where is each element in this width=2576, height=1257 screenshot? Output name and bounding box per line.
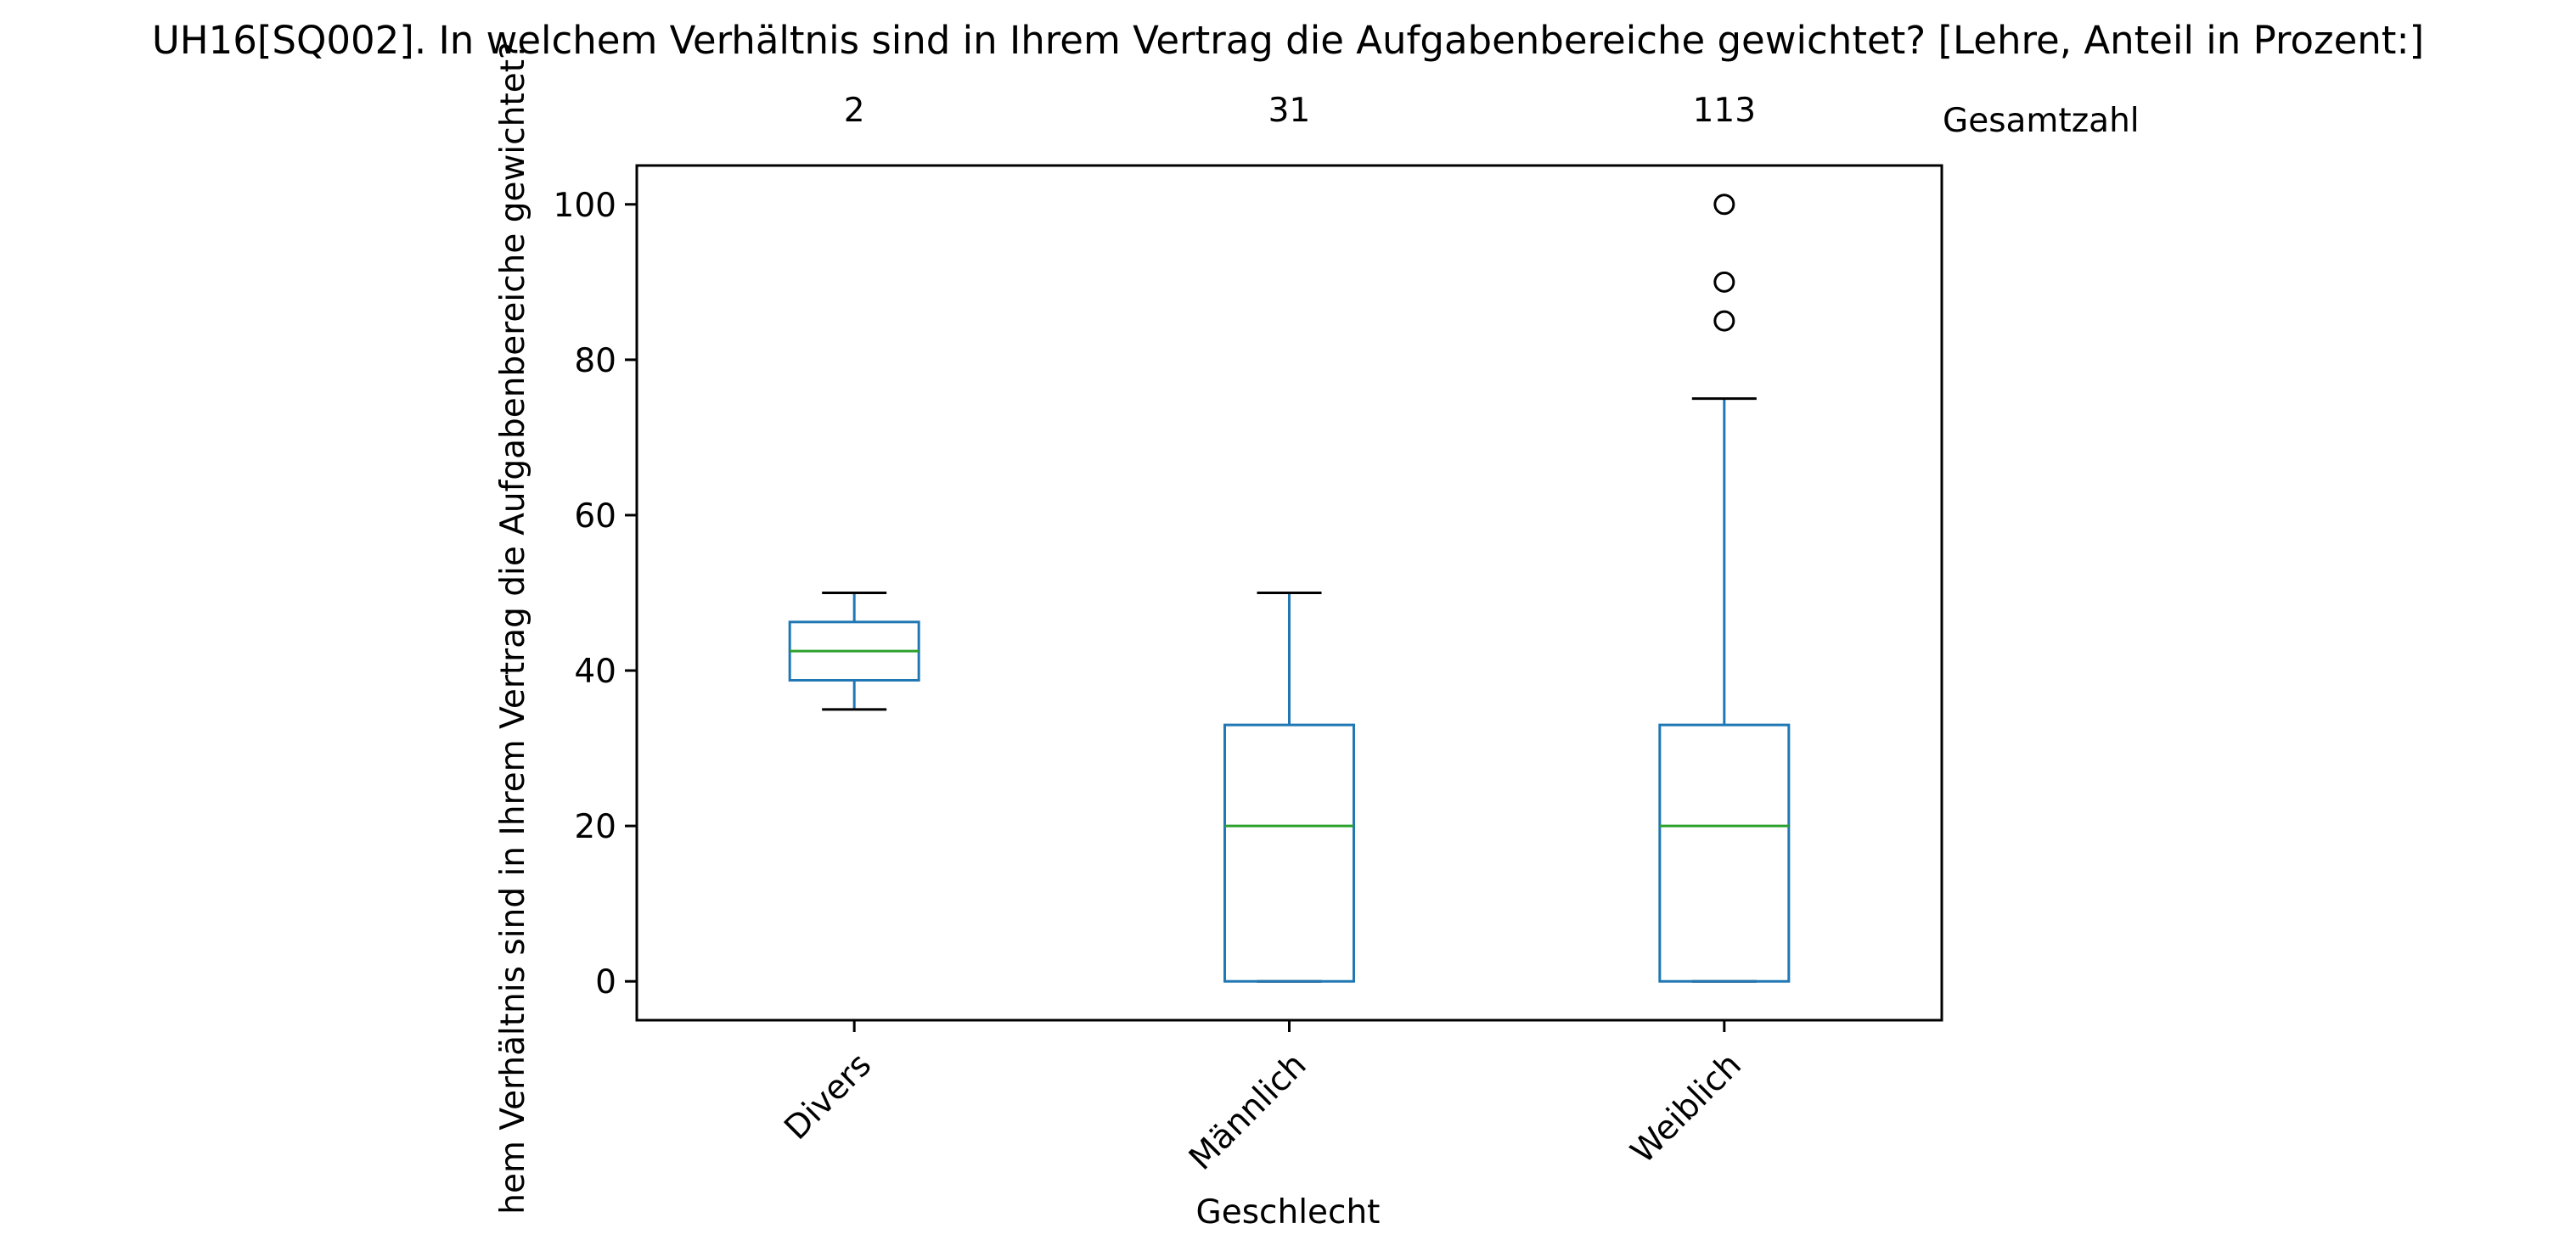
- x-tick-label-weiblich: Weiblich: [1623, 1046, 1749, 1171]
- plot-area-frame: [635, 164, 1943, 1022]
- x-tick-label-divers: Divers: [778, 1046, 880, 1148]
- y-tick-label: 0: [595, 963, 616, 1002]
- count-divers: 2: [844, 92, 865, 130]
- outlier-point: [1713, 271, 1735, 293]
- count-label: Gesamtzahl: [1943, 102, 2140, 140]
- y-tick-label: 60: [574, 497, 616, 536]
- chart-title: UH16[SQ002]. In welchem Verhältnis sind …: [152, 18, 2424, 63]
- box-männlich: [1223, 723, 1355, 983]
- count-weiblich: 113: [1693, 92, 1756, 130]
- outlier-point: [1713, 310, 1735, 332]
- y-tick-label: 20: [574, 808, 616, 846]
- y-tick-label: 80: [574, 342, 616, 380]
- y-axis-label: hem Verhältnis sind in Ihrem Vertrag die…: [494, 42, 532, 1214]
- y-tick-label: 40: [574, 653, 616, 691]
- x-axis-label: Geschlecht: [1196, 1193, 1381, 1232]
- y-tick-label: 100: [554, 187, 616, 225]
- x-tick-label-männlich: Männlich: [1182, 1046, 1313, 1177]
- outlier-point: [1713, 194, 1735, 216]
- count-männlich: 31: [1268, 92, 1311, 130]
- box-weiblich: [1658, 723, 1791, 983]
